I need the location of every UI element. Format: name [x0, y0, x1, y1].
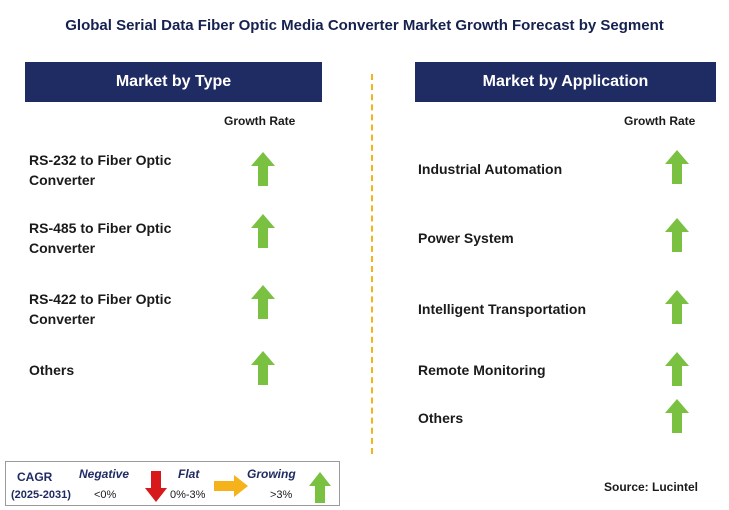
application-row-label-3: Intelligent Transportation [418, 301, 587, 317]
application-row-label-2: Power System [418, 230, 514, 246]
up-arrow-icon [251, 351, 275, 385]
cagr-legend: CAGR (2025-2031) Negative <0% Flat 0%-3%… [5, 461, 340, 506]
yellow-right-arrow-icon [214, 475, 248, 497]
application-row-label-4: Remote Monitoring [418, 362, 546, 378]
up-arrow-icon [665, 290, 689, 324]
legend-flat-range: 0%-3% [170, 489, 206, 501]
type-row-label-3: RS-422 to Fiber Optic Converter [29, 289, 171, 329]
panel-divider [371, 74, 373, 454]
legend-period: (2025-2031) [11, 489, 71, 501]
type-row-label-2: RS-485 to Fiber Optic Converter [29, 218, 171, 258]
application-row-label-5: Others [418, 410, 464, 426]
legend-flat-label: Flat [178, 467, 200, 481]
legend-growing-range: >3% [270, 489, 293, 501]
up-arrow-icon [665, 352, 689, 386]
type-row-label-4: Others [29, 362, 75, 378]
type-growth-rate-label: Growth Rate [224, 114, 296, 128]
application-growth-rate-label: Growth Rate [624, 114, 696, 128]
up-arrow-icon [665, 399, 689, 433]
type-row-label-1: RS-232 to Fiber Optic Converter [29, 150, 171, 190]
up-arrow-icon [251, 214, 275, 248]
up-arrow-icon [251, 152, 275, 186]
up-arrow-icon [665, 218, 689, 252]
type-row-label-3-line1: RS-422 to Fiber Optic [29, 291, 172, 307]
type-row-label-2-line1: RS-485 to Fiber Optic [29, 220, 172, 236]
page-title: Global Serial Data Fiber Optic Media Con… [65, 17, 664, 34]
green-up-arrow-icon [309, 472, 331, 503]
type-row-label-3-line2: Converter [29, 311, 96, 327]
legend-negative-label: Negative [79, 467, 130, 481]
type-panel-header: Market by Type [25, 62, 322, 102]
legend-growing-label: Growing [247, 467, 296, 481]
legend-cagr-label: CAGR [17, 470, 53, 484]
legend-negative-range: <0% [94, 489, 117, 501]
up-arrow-icon [665, 150, 689, 184]
up-arrow-icon [251, 285, 275, 319]
type-row-label-1-line1: RS-232 to Fiber Optic [29, 152, 172, 168]
application-row-label-1: Industrial Automation [418, 161, 563, 177]
application-panel-header: Market by Application [415, 62, 716, 102]
type-row-label-1-line2: Converter [29, 172, 96, 188]
source-note: Source: Lucintel [604, 480, 699, 494]
red-down-arrow-icon [145, 471, 167, 502]
type-row-label-2-line2: Converter [29, 240, 96, 256]
